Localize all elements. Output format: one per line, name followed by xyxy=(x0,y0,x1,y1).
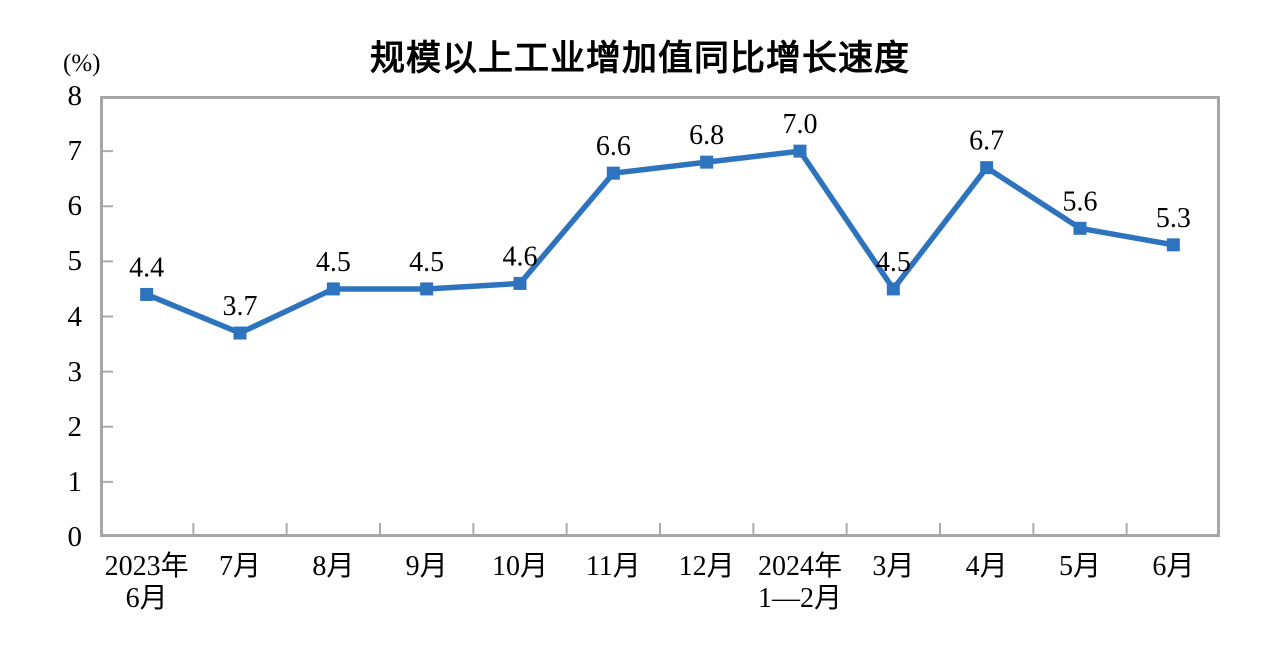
data-line xyxy=(145,148,1174,337)
y-axis-tick-label: 0 xyxy=(67,521,83,553)
data-value-label: 3.7 xyxy=(223,291,258,322)
data-point-marker xyxy=(700,155,714,169)
x-axis-category-label: 8月 xyxy=(312,551,355,582)
x-axis-category-label: 12月 xyxy=(678,551,735,582)
y-axis-unit-label: (%) xyxy=(63,50,101,77)
data-point-marker xyxy=(1166,238,1180,252)
data-point-marker xyxy=(793,144,807,158)
x-axis-category-label: 9月 xyxy=(405,551,448,582)
chart-title: 规模以上工业增加值同比增长速度 xyxy=(369,39,910,78)
data-point-marker xyxy=(513,276,527,290)
data-value-label: 6.6 xyxy=(596,131,631,162)
data-value-label: 5.3 xyxy=(1156,203,1191,234)
x-axis-category-label: 4月 xyxy=(965,551,1008,582)
x-axis-category-label: 5月 xyxy=(1058,551,1101,582)
data-value-label: 5.6 xyxy=(1063,186,1098,217)
x-axis-category-label: 2023年 6月 xyxy=(104,551,189,614)
data-point-marker xyxy=(606,166,620,180)
y-axis-tick-label: 5 xyxy=(67,245,83,278)
data-point-marker xyxy=(140,287,154,301)
y-axis-tick-label: 4 xyxy=(67,300,83,333)
data-value-label: 7.0 xyxy=(783,109,818,140)
y-axis-tick-label: 8 xyxy=(67,80,83,112)
data-value-label: 4.4 xyxy=(129,252,164,283)
x-axis-category-label: 10月 xyxy=(491,551,548,582)
y-axis-tick-label: 2 xyxy=(67,410,83,443)
data-value-label: 4.6 xyxy=(503,241,538,272)
y-axis-tick-label: 7 xyxy=(67,135,83,168)
plot-border xyxy=(100,96,1220,537)
x-axis-category-label: 3月 xyxy=(872,551,915,582)
y-axis-tick-label: 3 xyxy=(67,355,83,388)
data-point-marker xyxy=(980,161,994,175)
x-axis-category-label: 6月 xyxy=(1152,551,1195,582)
data-point-marker xyxy=(326,282,340,296)
y-axis-tick-label: 1 xyxy=(67,465,83,498)
data-value-label: 6.7 xyxy=(969,126,1004,157)
data-point-marker xyxy=(886,282,900,296)
data-point-marker xyxy=(1073,221,1087,235)
x-axis-category-label: 7月 xyxy=(218,551,261,582)
data-value-label: 4.5 xyxy=(316,247,351,278)
data-point-marker xyxy=(420,282,434,296)
x-axis-category-label: 11月 xyxy=(585,551,641,582)
data-value-label: 4.5 xyxy=(409,247,444,278)
data-value-label: 6.8 xyxy=(689,120,724,151)
line-chart-plot: 4.4 3.7 4.5 4.5 4.6 6.6 6.8 7.0 4.5 6.7 5.6 5.3 xyxy=(100,96,1220,537)
data-value-label: 4.5 xyxy=(876,247,911,278)
x-axis-category-label: 2024年 1—2月 xyxy=(757,551,842,614)
data-point-marker xyxy=(233,326,247,340)
y-axis-tick-label: 6 xyxy=(67,190,83,223)
